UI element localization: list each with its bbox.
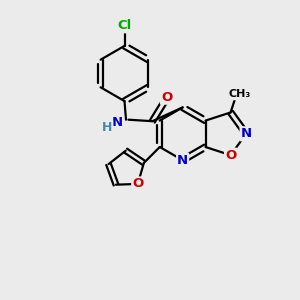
Text: H: H bbox=[102, 121, 112, 134]
Text: O: O bbox=[225, 149, 236, 162]
Text: Cl: Cl bbox=[117, 19, 132, 32]
Text: CH₃: CH₃ bbox=[228, 89, 250, 99]
Text: N: N bbox=[241, 127, 252, 140]
Text: N: N bbox=[112, 116, 123, 129]
Text: O: O bbox=[132, 177, 143, 190]
Text: O: O bbox=[161, 91, 172, 104]
Text: N: N bbox=[177, 154, 188, 167]
